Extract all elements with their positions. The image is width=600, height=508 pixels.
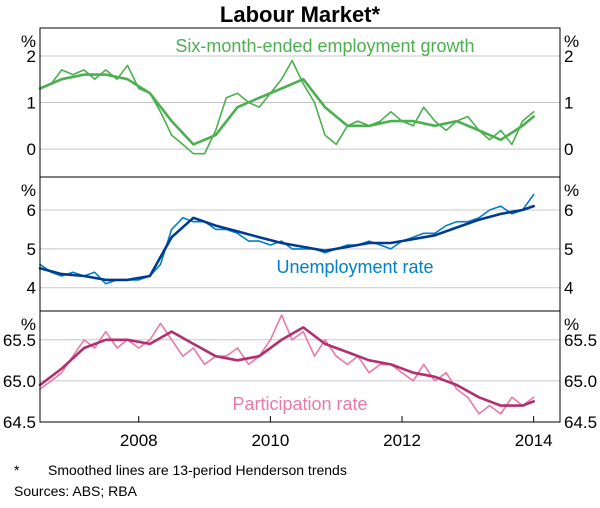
y-tick-left-p2-1: 65.0 — [3, 372, 36, 391]
y-tick-right-p1-1: 5 — [564, 240, 573, 259]
x-tick-label-2: 2012 — [383, 431, 421, 450]
y-tick-right-p2-2: 64.5 — [564, 413, 597, 432]
y-tick-right-p2-0: 65.5 — [564, 331, 597, 350]
x-tick-label-0: 2008 — [120, 431, 158, 450]
plot-frame — [39, 27, 561, 423]
y-tick-left-p1-1: 5 — [27, 240, 36, 259]
chart-title: Labour Market* — [220, 2, 381, 27]
unit-left-p2: % — [21, 315, 36, 334]
unit-left-p0: % — [21, 32, 36, 51]
y-tick-left-p0-1: 1 — [27, 94, 36, 113]
y-tick-right-p1-0: 6 — [564, 201, 573, 220]
series-raw-p0 — [39, 59, 535, 155]
footnote-marker: * — [14, 462, 20, 478]
y-tick-left-p2-2: 64.5 — [3, 413, 36, 432]
y-tick-right-p0-0: 2 — [564, 47, 573, 66]
footnote-text: Smoothed lines are 13-period Henderson t… — [48, 462, 347, 478]
y-tick-right-p0-2: 0 — [564, 140, 573, 159]
y-tick-left-p0-0: 2 — [27, 47, 36, 66]
y-tick-left-p2-0: 65.5 — [3, 331, 36, 350]
panel-label-p0: Six-month-ended employment growth — [175, 36, 474, 56]
y-tick-left-p0-2: 0 — [27, 140, 36, 159]
panel-label-p1: Unemployment rate — [276, 257, 433, 277]
series-trend-p0 — [38, 73, 536, 146]
unit-right-p1: % — [564, 181, 579, 200]
x-tick-label-3: 2014 — [515, 431, 553, 450]
series-trend-p1 — [38, 204, 536, 282]
sources: Sources: ABS; RBA — [14, 483, 137, 499]
y-tick-left-p1-0: 6 — [27, 201, 36, 220]
y-tick-right-p1-2: 4 — [564, 279, 573, 298]
unit-right-p0: % — [564, 32, 579, 51]
y-tick-right-p0-1: 1 — [564, 94, 573, 113]
series-trend-p2 — [38, 326, 536, 407]
footnote: * Smoothed lines are 13-period Henderson … — [14, 462, 347, 478]
y-tick-right-p2-1: 65.0 — [564, 372, 597, 391]
x-tick-label-1: 2010 — [251, 431, 289, 450]
unit-left-p1: % — [21, 181, 36, 200]
panel-label-p2: Participation rate — [232, 394, 367, 414]
y-tick-left-p1-2: 4 — [27, 279, 36, 298]
series-raw-p2 — [39, 314, 535, 415]
unit-right-p2: % — [564, 315, 579, 334]
